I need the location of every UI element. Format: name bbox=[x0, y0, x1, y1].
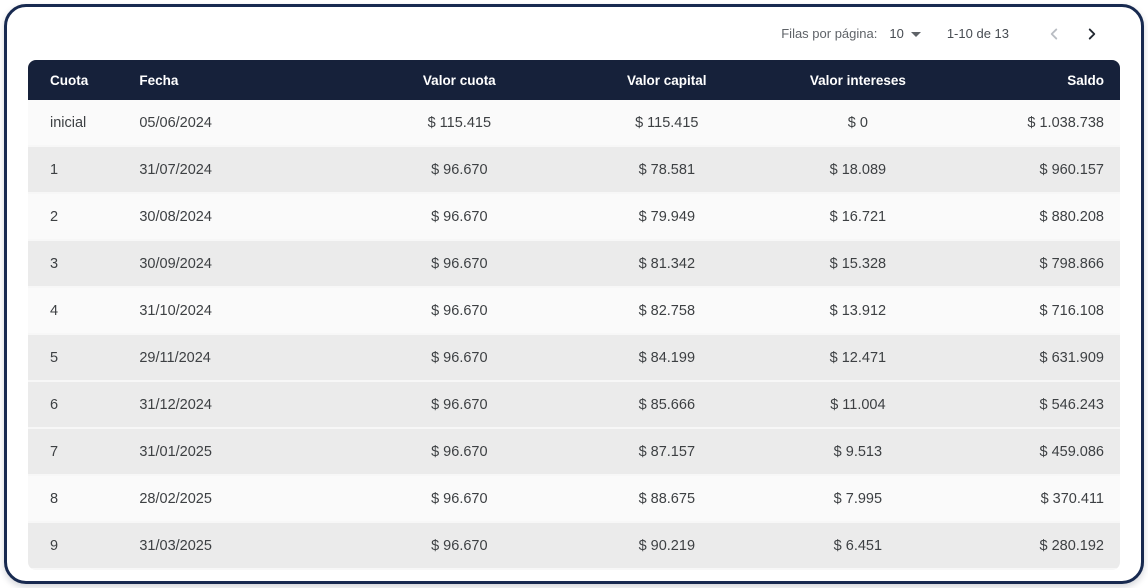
table-cell: $ 96.670 bbox=[431, 302, 488, 319]
table-row: 4 31/10/2024 $ 96.670 $ 82.758 $ 13.912 $ 716… bbox=[28, 287, 1120, 334]
table-cell: $ 79.949 bbox=[638, 208, 696, 225]
table-cell: $ 798.866 bbox=[1039, 255, 1104, 272]
table-cell: $ 0 bbox=[847, 114, 868, 131]
table-cell: $ 6.451 bbox=[833, 537, 883, 554]
next-page-button[interactable] bbox=[1073, 15, 1111, 53]
table-cell: $ 12.471 bbox=[829, 349, 887, 366]
table-row: 2 30/08/2024 $ 96.670 $ 79.949 $ 16.721 $ 880… bbox=[28, 193, 1120, 240]
table-cell: $ 7.995 bbox=[833, 490, 883, 507]
rows-per-page-select[interactable]: 10 bbox=[889, 26, 921, 41]
table-cell: $ 78.581 bbox=[638, 161, 696, 178]
table-cell: $ 96.670 bbox=[431, 161, 488, 178]
table-row: inicial 05/06/2024 $ 115.415 $ 115.415 $ 0 $ … bbox=[28, 100, 1120, 146]
table-cell: 6 bbox=[50, 396, 59, 413]
table-cell: $ 9.513 bbox=[833, 443, 883, 460]
table-cell: 4 bbox=[50, 302, 59, 319]
table-cell: 1 bbox=[50, 161, 59, 178]
table-cell: $ 115.415 bbox=[427, 114, 492, 131]
chevron-left-icon bbox=[1050, 27, 1058, 39]
table-row: 7 31/01/2025 $ 96.670 $ 87.157 $ 9.513 $ 459.… bbox=[28, 428, 1120, 475]
table-cell: 31/12/2024 bbox=[139, 396, 212, 413]
column-header-cuota: Cuota bbox=[28, 60, 116, 100]
table-cell: $ 13.912 bbox=[829, 302, 887, 319]
table-cell: 3 bbox=[50, 255, 59, 272]
table-cell: $ 96.670 bbox=[431, 490, 488, 507]
pagination-range: 1-10 de 13 bbox=[946, 26, 1009, 41]
table-row: 8 28/02/2025 $ 96.670 $ 88.675 $ 7.995 $ 370.… bbox=[28, 475, 1120, 522]
table-cell: 31/07/2024 bbox=[139, 161, 212, 178]
table-cell: $ 459.086 bbox=[1039, 443, 1104, 460]
table-cell: 2 bbox=[50, 208, 59, 225]
table-cell: $ 96.670 bbox=[431, 208, 488, 225]
table-row: 5 29/11/2024 $ 96.670 $ 84.199 $ 12.471 $ 631… bbox=[28, 334, 1120, 381]
table-cell: $ 96.670 bbox=[431, 349, 488, 366]
column-header-valor-capital: Valor capital bbox=[568, 60, 766, 100]
table-cell: $ 85.666 bbox=[638, 396, 696, 413]
amortization-card: Filas por página: 10 1-10 de 13 bbox=[4, 4, 1144, 584]
table-cell: $ 90.219 bbox=[638, 537, 696, 554]
table-cell: 05/06/2024 bbox=[139, 114, 212, 131]
table-cell: $ 115.415 bbox=[635, 114, 699, 131]
table-cell: 31/10/2024 bbox=[139, 302, 212, 319]
table-cell: 8 bbox=[50, 490, 59, 507]
table-row: 9 31/03/2025 $ 96.670 $ 90.219 $ 6.451 $ 280.… bbox=[28, 522, 1120, 569]
table-cell: $ 96.670 bbox=[431, 443, 488, 460]
amortization-table: Cuota Fecha Valor cuota Valor capital Valor … bbox=[28, 60, 1120, 570]
table-cell: 30/08/2024 bbox=[139, 208, 212, 225]
column-header-saldo: Saldo bbox=[950, 60, 1120, 100]
table-cell: 5 bbox=[50, 349, 59, 366]
table-cell: $ 716.108 bbox=[1039, 302, 1104, 319]
table-cell: $ 96.670 bbox=[431, 396, 488, 413]
table-cell: $ 546.243 bbox=[1039, 396, 1104, 413]
prev-page-button[interactable] bbox=[1035, 15, 1073, 53]
table-row: 1 31/07/2024 $ 96.670 $ 78.581 $ 18.089 $ 960… bbox=[28, 146, 1120, 193]
table-cell: 31/03/2025 bbox=[139, 537, 212, 554]
table-cell: $ 1.038.738 bbox=[1027, 114, 1104, 131]
table-cell: $ 88.675 bbox=[638, 490, 696, 507]
table-cell: 29/11/2024 bbox=[139, 349, 211, 366]
table-cell: inicial bbox=[50, 114, 87, 131]
table-cell: $ 18.089 bbox=[829, 161, 887, 178]
table-cell: $ 960.157 bbox=[1039, 161, 1104, 178]
table-header: Cuota Fecha Valor cuota Valor capital Valor … bbox=[28, 60, 1120, 100]
table-cell: 7 bbox=[50, 443, 59, 460]
amortization-table-container: Cuota Fecha Valor cuota Valor capital Valor … bbox=[28, 60, 1120, 570]
pagination-bar: Filas por página: 10 1-10 de 13 bbox=[7, 7, 1141, 60]
rows-per-page-label: Filas por página: bbox=[781, 26, 878, 41]
table-row: 6 31/12/2024 $ 96.670 $ 85.666 $ 11.004 $ 546… bbox=[28, 381, 1120, 428]
table-cell: $ 82.758 bbox=[638, 302, 696, 319]
table-row: 3 30/09/2024 $ 96.670 $ 81.342 $ 15.328 $ 798… bbox=[28, 240, 1120, 287]
table-cell: 31/01/2025 bbox=[139, 443, 212, 460]
table-cell: $ 81.342 bbox=[638, 255, 696, 272]
table-cell: $ 96.670 bbox=[431, 255, 488, 272]
rows-per-page-value: 10 bbox=[889, 26, 904, 41]
table-cell: $ 16.721 bbox=[829, 208, 887, 225]
table-cell: $ 84.199 bbox=[638, 349, 696, 366]
column-header-fecha: Fecha bbox=[115, 60, 351, 100]
table-cell: $ 631.909 bbox=[1039, 349, 1104, 366]
table-cell: $ 96.670 bbox=[431, 537, 488, 554]
table-cell: $ 370.411 bbox=[1040, 490, 1104, 507]
table-cell: $ 87.157 bbox=[638, 443, 696, 460]
table-cell: $ 15.328 bbox=[829, 255, 887, 272]
table-cell: 9 bbox=[50, 537, 59, 554]
table-cell: 28/02/2025 bbox=[139, 490, 212, 507]
table-cell: $ 880.208 bbox=[1039, 208, 1104, 225]
column-header-valor-intereses: Valor intereses bbox=[765, 60, 951, 100]
table-cell: $ 280.192 bbox=[1039, 537, 1104, 554]
caret-down-icon bbox=[910, 32, 921, 37]
table-cell: 30/09/2024 bbox=[139, 255, 212, 272]
chevron-right-icon bbox=[1088, 27, 1096, 39]
table-cell: $ 11.004 bbox=[830, 396, 886, 413]
column-header-valor-cuota: Valor cuota bbox=[350, 60, 569, 100]
